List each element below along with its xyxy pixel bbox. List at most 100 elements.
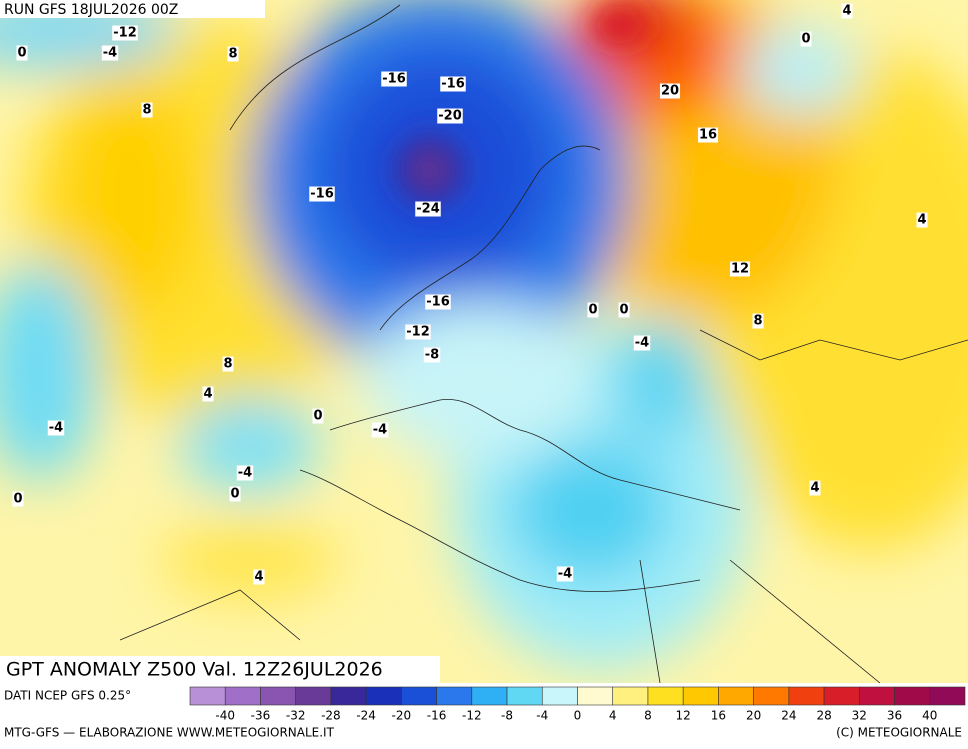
contour-label: 0 xyxy=(588,303,597,318)
run-label: RUN GFS 18JUL2026 00Z xyxy=(4,2,178,18)
footer-left: MTG-GFS — ELABORAZIONE WWW.METEOGIORNALE… xyxy=(4,726,335,740)
contour-label-bg xyxy=(236,465,254,481)
contour-label-bg xyxy=(229,486,241,502)
contour-label-bg xyxy=(202,386,214,402)
contour-label-bg xyxy=(47,420,65,436)
contour-label-bg xyxy=(112,25,138,41)
contour-label-bg xyxy=(405,324,431,340)
contour-label-bg xyxy=(916,212,928,228)
contour-label: 0 xyxy=(17,46,26,61)
contour-label-bg xyxy=(253,569,265,585)
contour-label-bg xyxy=(381,71,407,87)
title-box xyxy=(0,656,440,683)
contour-label: 4 xyxy=(810,481,819,496)
colorbar-tick-label: -40 xyxy=(215,709,235,723)
colorbar-swatch xyxy=(260,686,296,706)
contour-label-bg xyxy=(729,261,751,277)
header-box xyxy=(0,0,265,18)
contour-label: -16 xyxy=(441,77,465,92)
colorbar-swatch xyxy=(471,686,508,706)
colorbar-swatch xyxy=(718,686,754,706)
contour-label: -12 xyxy=(406,325,430,340)
colorbar-swatch xyxy=(647,686,684,706)
contour-label: -16 xyxy=(426,295,450,310)
colorbar-tick-label: 16 xyxy=(711,709,726,723)
colorbar-tick-label: -24 xyxy=(356,709,376,723)
contour-label-bg xyxy=(752,313,764,329)
contour-label-bg xyxy=(141,102,153,118)
contour-label: 0 xyxy=(619,303,628,318)
colorbar-swatch xyxy=(612,686,649,706)
contour-label: 0 xyxy=(230,487,239,502)
contour-label-bg xyxy=(587,302,599,318)
contour-label: 16 xyxy=(699,128,717,143)
contour-label: -4 xyxy=(49,421,63,436)
colorbar-swatch xyxy=(577,686,614,706)
contour-label: -20 xyxy=(438,109,462,124)
contour-label: -16 xyxy=(382,72,406,87)
colorbar-swatch xyxy=(541,686,578,706)
colorbar-tick-label: 4 xyxy=(609,709,617,723)
colorbar-swatch xyxy=(365,686,402,706)
colorbar-tick-label: -8 xyxy=(501,709,513,723)
contour-label: 0 xyxy=(801,32,810,47)
colorbar-swatch xyxy=(401,686,437,706)
colorbar-tick-label: 24 xyxy=(781,709,796,723)
contour-label: 20 xyxy=(661,84,679,99)
contour-label: -24 xyxy=(416,202,440,217)
colorbar-tick-label: 40 xyxy=(922,709,937,723)
contour-label-bg xyxy=(309,186,335,202)
map-field: -12-40 88-16 -16-20-16-24-16-12-80 0-4840-4… xyxy=(0,0,968,683)
contour-label-bg xyxy=(800,31,812,47)
contour-label-bg xyxy=(312,408,324,424)
colorbar-swatch xyxy=(929,686,966,706)
contour-label-bg xyxy=(841,3,853,19)
map-title: GPT ANOMALY Z500 Val. 12Z26JUL2026 xyxy=(6,659,383,681)
contour-label: 8 xyxy=(228,47,237,62)
source-label: DATI NCEP GFS 0.25° xyxy=(4,689,131,703)
contour-label: -12 xyxy=(113,26,137,41)
colorbar-swatch xyxy=(823,686,860,706)
contour-label-bg xyxy=(423,347,441,363)
contour-label: -4 xyxy=(558,567,572,582)
contour-label: -4 xyxy=(238,466,252,481)
colorbar-tick-label: 36 xyxy=(887,709,902,723)
colorbar-tick-label: -36 xyxy=(251,709,271,723)
contour-label-bg xyxy=(697,127,719,143)
colorbar-tick-label: -32 xyxy=(286,709,306,723)
contour-label: -16 xyxy=(310,187,334,202)
colorbar-tick-label: -28 xyxy=(321,709,341,723)
footer-right: (C) METEOGIORNALE xyxy=(836,726,962,740)
contour-label: 8 xyxy=(753,314,762,329)
contour-label-bg xyxy=(809,480,821,496)
colorbar-tick-label: 28 xyxy=(816,709,831,723)
colorbar-swatch xyxy=(788,686,825,706)
contour-label: -4 xyxy=(373,423,387,438)
colorbar-swatch xyxy=(224,686,261,706)
colorbar-swatch xyxy=(682,686,719,706)
colorbar-tick-label: -4 xyxy=(536,709,548,723)
contour-label-bg xyxy=(16,45,28,61)
colorbar-swatch xyxy=(506,686,543,706)
contour-label-bg xyxy=(633,335,651,351)
contour-label: 4 xyxy=(203,387,212,402)
contour-label-bg xyxy=(371,422,389,438)
contour-label-bg xyxy=(101,45,119,61)
contour-label: -8 xyxy=(425,348,439,363)
colorbar-tick-label: -12 xyxy=(462,709,482,723)
colorbar-tick-label: 32 xyxy=(852,709,867,723)
coastlines xyxy=(119,4,968,683)
contour-label: -4 xyxy=(635,336,649,351)
colorbar-swatch xyxy=(859,686,895,706)
contour-label: 8 xyxy=(142,103,151,118)
colorbar-tick-label: -16 xyxy=(427,709,447,723)
contour-label: 0 xyxy=(13,492,22,507)
colorbar-tick-label: 20 xyxy=(746,709,761,723)
colorbar-swatch xyxy=(753,686,790,706)
colorbar-swatch xyxy=(189,686,226,706)
colorbar-tick-label: 8 xyxy=(644,709,652,723)
contour-label: 8 xyxy=(223,357,232,372)
colorbar-swatch xyxy=(330,686,367,706)
colorbar-tick-label: 12 xyxy=(676,709,691,723)
